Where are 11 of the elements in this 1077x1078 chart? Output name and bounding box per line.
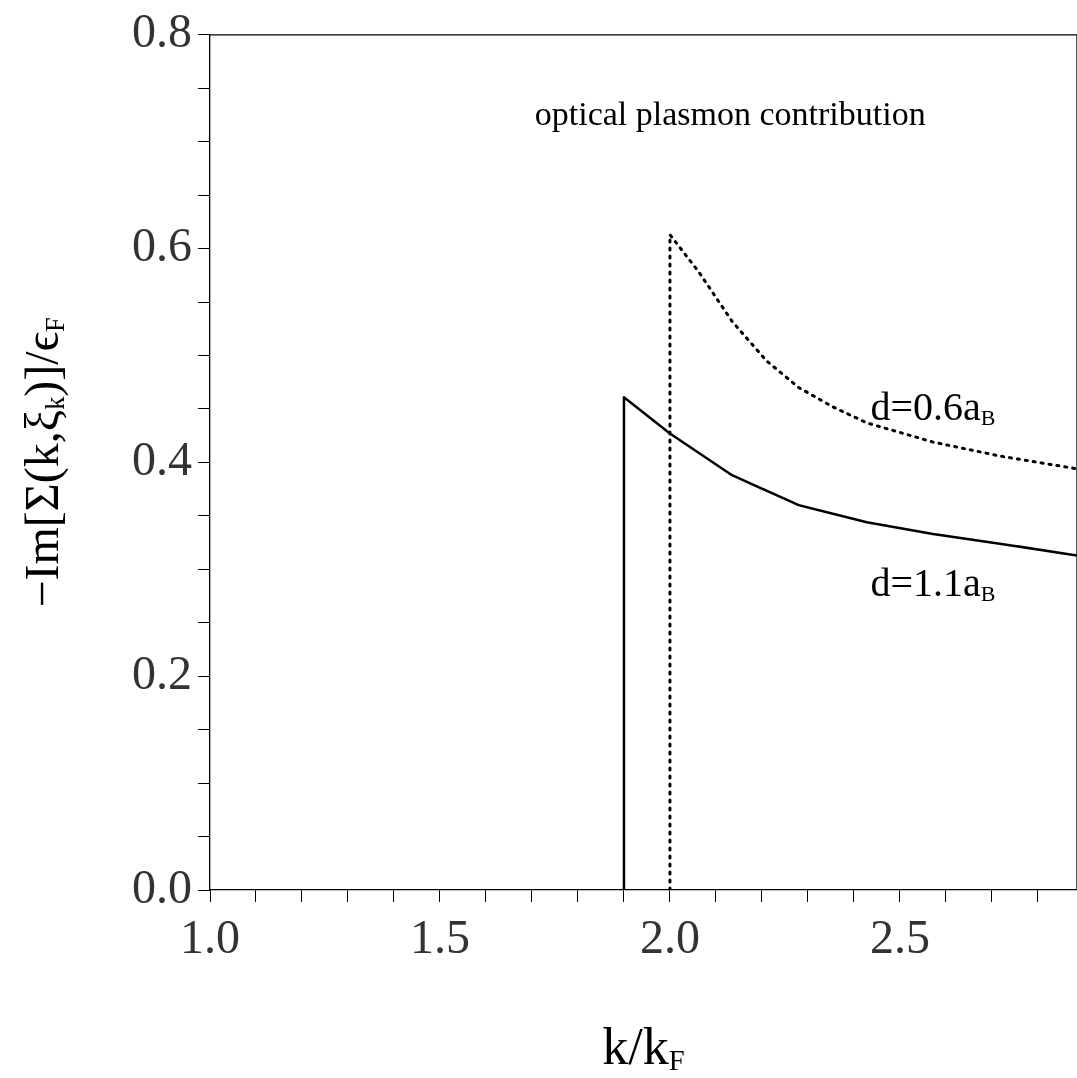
y-tick-label: 0.6: [132, 218, 192, 272]
x-tick-label: 2.5: [869, 910, 930, 964]
x-tick-label: 1.0: [180, 910, 240, 964]
x-tick-label: 2.0: [639, 910, 700, 964]
y-tick-label: 0.8: [132, 4, 192, 58]
x-tick-label: 1.5: [409, 910, 470, 964]
y-axis-title: −Im[Σ(k,ξk)]/ϵF: [15, 317, 70, 608]
y-tick-label: 0.2: [132, 645, 192, 699]
annotation: optical plasmon contribution: [534, 94, 926, 132]
y-tick-label: 0.4: [132, 432, 192, 486]
y-tick-label: 0.0: [132, 859, 192, 913]
